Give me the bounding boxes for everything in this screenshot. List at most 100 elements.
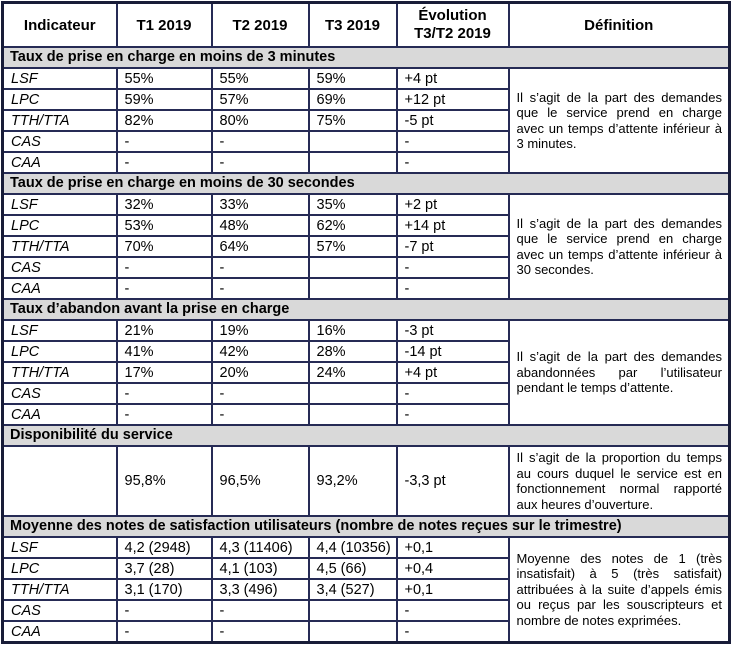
table-row: CAS - - - bbox=[1, 382, 730, 405]
cell-t2: 96,5% bbox=[210, 445, 310, 517]
definition-cell: Il s’agit de la part des demandes que le… bbox=[507, 67, 731, 174]
cell-t1: 3,1 (170) bbox=[115, 578, 213, 601]
cell-t2: 55% bbox=[210, 67, 310, 90]
row-label: CAA bbox=[1, 620, 118, 644]
cell-t3 bbox=[307, 277, 398, 300]
cell-t1: 55% bbox=[115, 67, 213, 90]
section-header-row: Taux d’abandon avant la prise en charge bbox=[1, 298, 731, 321]
row-label: TTH/TTA bbox=[1, 578, 118, 601]
cell-evolution: +0,1 bbox=[395, 578, 510, 601]
cell-t1: 53% bbox=[115, 214, 213, 237]
cell-t3: 75% bbox=[307, 109, 398, 132]
row-label: CAS bbox=[1, 599, 118, 622]
cell-t1: 82% bbox=[115, 109, 213, 132]
cell-t1: 3,7 (28) bbox=[115, 557, 213, 580]
col-header-indicator: Indicateur bbox=[1, 1, 118, 48]
cell-t1: 21% bbox=[115, 319, 213, 342]
row-label: LSF bbox=[1, 536, 118, 559]
row-label: TTH/TTA bbox=[1, 235, 118, 258]
cell-t3: 59% bbox=[307, 67, 398, 90]
col-header-evolution-line2: T3/T2 2019 bbox=[414, 25, 491, 42]
section-taux-abandon: Taux d’abandon avant la prise en charge … bbox=[1, 298, 731, 426]
col-header-t3-2019: T3 2019 bbox=[307, 1, 398, 48]
row-label: LSF bbox=[1, 319, 118, 342]
section-disponibilite: Disponibilité du service 95,8% 96,5% 93,… bbox=[1, 424, 731, 517]
cell-t2: - bbox=[210, 256, 310, 279]
section-header-row: Moyenne des notes de satisfaction utilis… bbox=[1, 515, 731, 538]
row-label: CAA bbox=[1, 277, 118, 300]
section-title: Moyenne des notes de satisfaction utilis… bbox=[1, 515, 731, 538]
cell-evolution: -3 pt bbox=[395, 319, 510, 342]
cell-t1: - bbox=[115, 403, 213, 426]
table-row: TTH/TTA 70% 64% 57% -7 pt bbox=[1, 235, 730, 258]
cell-t3: 3,4 (527) bbox=[307, 578, 398, 601]
row-label: CAS bbox=[1, 130, 118, 153]
cell-evolution: +12 pt bbox=[395, 88, 510, 111]
cell-evolution: - bbox=[395, 403, 510, 426]
row-label: LPC bbox=[1, 557, 118, 580]
cell-evolution: - bbox=[395, 256, 510, 279]
cell-t1: - bbox=[115, 256, 213, 279]
table-row: CAA - - - bbox=[1, 620, 730, 644]
definition-cell: Il s’agit de la part des demandes que le… bbox=[507, 193, 731, 300]
cell-evolution: - bbox=[395, 130, 510, 153]
cell-t2: 64% bbox=[210, 235, 310, 258]
cell-t3 bbox=[307, 256, 398, 279]
cell-evolution: - bbox=[395, 599, 510, 622]
table-row: CAA - - - bbox=[1, 403, 730, 426]
col-header-t1-2019: T1 2019 bbox=[115, 1, 213, 48]
section-notes-satisfaction: Moyenne des notes de satisfaction utilis… bbox=[1, 515, 731, 644]
cell-t2: 4,1 (103) bbox=[210, 557, 310, 580]
cell-t1: 59% bbox=[115, 88, 213, 111]
cell-t1: - bbox=[115, 382, 213, 405]
cell-t2: 57% bbox=[210, 88, 310, 111]
cell-evolution: -3,3 pt bbox=[395, 445, 510, 517]
cell-evolution: +0,1 bbox=[395, 536, 510, 559]
cell-t3 bbox=[307, 382, 398, 405]
definition-cell: Il s’agit de la proportion du temps au c… bbox=[507, 445, 731, 517]
col-header-t2-2019: T2 2019 bbox=[210, 1, 310, 48]
cell-t3 bbox=[307, 151, 398, 174]
cell-t3 bbox=[307, 403, 398, 426]
cell-t3: 69% bbox=[307, 88, 398, 111]
cell-t2: 4,3 (11406) bbox=[210, 536, 310, 559]
cell-t2: - bbox=[210, 620, 310, 644]
section-header-row: Disponibilité du service bbox=[1, 424, 731, 447]
table-row: 95,8% 96,5% 93,2% -3,3 pt Il s’agit de l… bbox=[1, 445, 731, 517]
cell-t1: - bbox=[115, 130, 213, 153]
table-row: TTH/TTA 17% 20% 24% +4 pt bbox=[1, 361, 730, 384]
cell-t3: 4,5 (66) bbox=[307, 557, 398, 580]
table-row: CAA - - - bbox=[1, 277, 730, 300]
section-title: Disponibilité du service bbox=[1, 424, 731, 447]
cell-evolution: - bbox=[395, 277, 510, 300]
cell-t3 bbox=[307, 130, 398, 153]
table-row: TTH/TTA 82% 80% 75% -5 pt bbox=[1, 109, 730, 132]
row-label: LPC bbox=[1, 88, 118, 111]
section-title: Taux de prise en charge en moins de 3 mi… bbox=[1, 46, 731, 69]
cell-evolution: - bbox=[395, 382, 510, 405]
definition-cell: Moyenne des notes de 1 (très insatisfait… bbox=[507, 536, 731, 644]
cell-t3: 57% bbox=[307, 235, 398, 258]
section-title: Taux d’abandon avant la prise en charge bbox=[1, 298, 731, 321]
table-row: LSF 32% 33% 35% +2 pt Il s’agit de la pa… bbox=[1, 193, 731, 300]
row-label: LSF bbox=[1, 67, 118, 90]
definition-cell: Il s’agit de la part des demandes abando… bbox=[507, 319, 731, 426]
cell-t1: 4,2 (2948) bbox=[115, 536, 213, 559]
row-label: LSF bbox=[1, 193, 118, 216]
cell-t2: 48% bbox=[210, 214, 310, 237]
cell-t1: - bbox=[115, 620, 213, 644]
cell-evolution: -14 pt bbox=[395, 340, 510, 363]
table-header-row: Indicateur T1 2019 T2 2019 T3 2019 Évolu… bbox=[1, 1, 731, 48]
table-row: CAS - - - bbox=[1, 130, 730, 153]
cell-evolution: +2 pt bbox=[395, 193, 510, 216]
row-label bbox=[1, 445, 118, 517]
cell-t1: 95,8% bbox=[115, 445, 213, 517]
cell-t2: 3,3 (496) bbox=[210, 578, 310, 601]
cell-t2: 80% bbox=[210, 109, 310, 132]
row-label: TTH/TTA bbox=[1, 109, 118, 132]
cell-evolution: - bbox=[395, 151, 510, 174]
cell-t2: - bbox=[210, 151, 310, 174]
cell-t3: 62% bbox=[307, 214, 398, 237]
cell-t2: 20% bbox=[210, 361, 310, 384]
cell-t1: 41% bbox=[115, 340, 213, 363]
